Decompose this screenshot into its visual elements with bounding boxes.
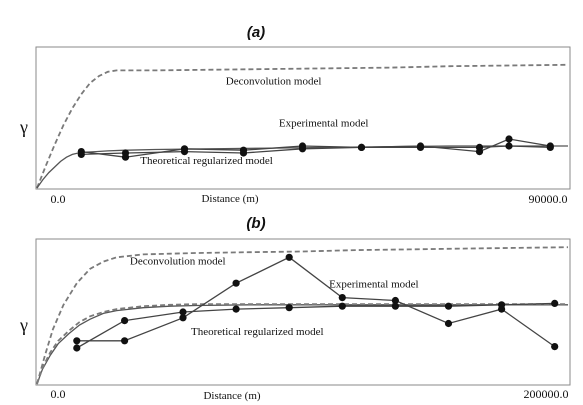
panel-0-annotation-0: Deconvolution model	[226, 75, 322, 87]
panel-1-annotation-0: Deconvolution model	[130, 256, 226, 268]
panel-a: (a) γ 0.0 90000.0 Distance (m) Deconvolu…	[19, 24, 571, 206]
panel-a-x-tick-end: 90000.0	[529, 192, 568, 206]
panel-0-series-0-line	[36, 63, 569, 189]
panel-0-annotation-2: Theoretical regularized model	[140, 155, 273, 167]
panel-0-series-3-point	[475, 143, 484, 151]
panel-b: (b) γ 0.0 200000.0 Distance (m) Deconvol…	[19, 215, 571, 402]
panel-0-series-2-line	[81, 138, 551, 158]
panel-a-label: (a)	[247, 24, 265, 41]
panel-1-series-3-point	[121, 337, 129, 345]
panel-a-marks: Deconvolution model Experimental model The…	[36, 63, 569, 189]
panel-1-series-3-point	[551, 343, 559, 351]
panel-1-series-3-line	[76, 256, 556, 348]
panel-0-series-3-point	[546, 143, 554, 151]
panel-1-series-0-line	[36, 246, 569, 385]
panel-0-series-3-line	[81, 145, 551, 156]
panel-1-series-3-point	[285, 253, 293, 261]
panel-b-x-axis-label: Distance (m)	[203, 390, 260, 402]
panel-1-series-4-point	[444, 302, 453, 310]
panel-b-y-axis-label: γ	[19, 315, 28, 335]
panel-0-series-3-point	[180, 148, 189, 156]
panel-1-series-3-point	[391, 296, 399, 305]
panel-0-series-3-point	[416, 143, 425, 151]
panel-1-series-4-point	[285, 304, 293, 312]
panel-1-series-3-point	[338, 294, 346, 302]
panel-b-label: (b)	[246, 215, 265, 232]
panel-1-series-4-point	[551, 299, 559, 307]
panel-1-series-3-point	[179, 314, 187, 322]
panel-a-frame	[35, 46, 571, 190]
panel-0-series-3-point	[239, 149, 248, 157]
panel-1-series-1-line	[36, 304, 568, 385]
panel-1-series-3-point	[73, 337, 81, 345]
panel-1-series-4-point	[338, 302, 346, 310]
panel-0-series-3-point	[121, 149, 130, 157]
panel-1-series-4-line	[76, 302, 555, 349]
panel-1-series-2-line	[36, 303, 568, 385]
panel-0-series-2-point	[505, 135, 513, 143]
panel-0-series-3-point	[357, 143, 366, 151]
panel-1-series-4-point	[73, 344, 81, 352]
panel-b-frame	[35, 238, 571, 386]
panel-0-annotation-1: Experimental model	[279, 117, 369, 129]
panel-a-x-axis-label: Distance (m)	[201, 193, 258, 205]
panel-0-series-3-point	[298, 145, 307, 153]
panel-1-series-4-point	[391, 302, 399, 310]
panel-1-series-3-point	[232, 279, 240, 287]
panel-1-series-4-point	[121, 317, 129, 325]
panel-1-annotation-1: Experimental model	[329, 279, 419, 291]
panel-0-series-3-point	[77, 150, 85, 158]
panel-1-series-4-point	[232, 305, 240, 313]
panel-1-series-4-point	[179, 308, 187, 316]
panel-1-series-3-point	[444, 319, 453, 328]
panel-a-x-tick-start: 0.0	[51, 192, 66, 206]
panel-b-x-tick-start: 0.0	[51, 387, 66, 401]
panel-1-series-4-point	[498, 301, 506, 309]
panel-1-annotation-2: Theoretical regularized model	[191, 326, 324, 338]
panel-0-series-3-point	[505, 142, 513, 150]
panel-b-marks: Deconvolution model Experimental model The…	[36, 246, 569, 385]
panel-a-y-axis-label: γ	[19, 117, 28, 137]
panel-b-x-tick-end: 200000.0	[524, 387, 569, 401]
